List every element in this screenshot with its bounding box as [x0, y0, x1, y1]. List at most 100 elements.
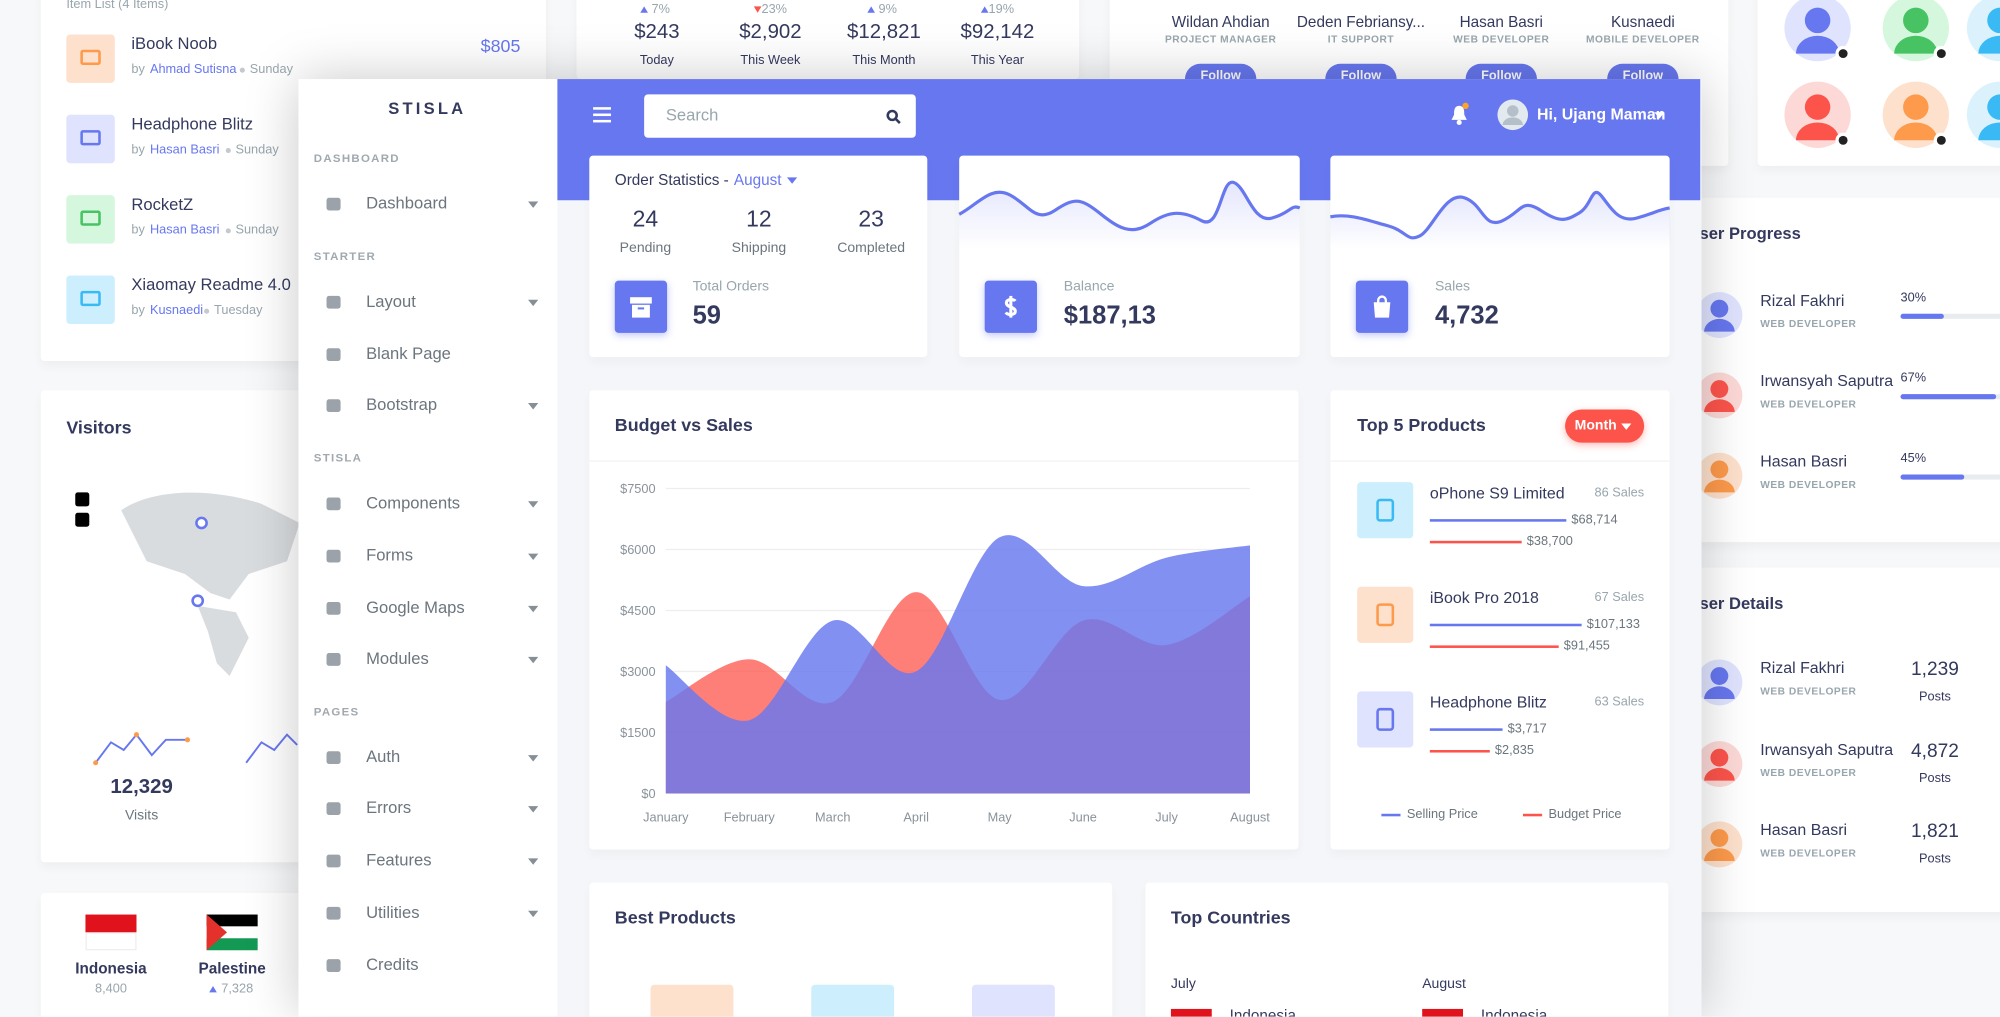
- label: Hasan Basri: [1760, 452, 1848, 471]
- label: 7%: [651, 2, 670, 17]
- nav-item[interactable]: Layout: [366, 291, 416, 311]
- label: User Progress: [1687, 223, 1801, 244]
- sidebar: [298, 79, 558, 1017]
- text-row: by Hasan Basri: [131, 143, 219, 158]
- decoration: [1903, 94, 1929, 120]
- product-thumbnail: [650, 984, 734, 1017]
- chart-title: Budget vs Sales: [614, 414, 753, 435]
- label: This Year: [970, 53, 1025, 68]
- text: by: [131, 223, 145, 238]
- x-tick-label: July: [1155, 809, 1178, 824]
- world-map: [121, 492, 300, 677]
- nav-icon: [326, 197, 341, 211]
- decoration: [753, 6, 762, 13]
- x-tick-label: May: [988, 809, 1013, 824]
- caret: [1621, 423, 1632, 430]
- label: August: [1422, 976, 1466, 992]
- zoom-out[interactable]: [75, 512, 90, 527]
- decoration: [1704, 686, 1735, 699]
- avatar: [1696, 659, 1743, 706]
- search-input[interactable]: [644, 94, 916, 138]
- label: Best Products: [614, 906, 736, 928]
- label: Headphone Blitz: [1429, 693, 1547, 712]
- x-tick-label: August: [1230, 809, 1270, 824]
- label: Hasan Basri: [1459, 12, 1543, 31]
- nav-item[interactable]: Credits: [366, 954, 419, 974]
- caret: [528, 403, 539, 410]
- nav-item[interactable]: Modules: [366, 648, 429, 668]
- text: Kusnaedi: [149, 303, 204, 318]
- divider: [1330, 460, 1670, 462]
- label: $38,700: [1526, 534, 1573, 549]
- decoration: [528, 299, 539, 307]
- decoration: [239, 67, 245, 73]
- decoration: [886, 109, 898, 122]
- label: WEB DEVELOPER: [1760, 685, 1857, 697]
- month-button-label[interactable]: Month: [1574, 417, 1617, 434]
- y-tick-label: $0: [641, 786, 655, 801]
- nav-item[interactable]: Features: [366, 850, 432, 870]
- nav-item[interactable]: Components: [366, 493, 461, 513]
- y-tick-label: $6000: [620, 542, 655, 557]
- label: 86 Sales: [1594, 486, 1645, 501]
- decoration: [1377, 295, 1387, 304]
- decoration: [528, 501, 539, 508]
- text-row: Sunday: [235, 143, 278, 158]
- decoration: [528, 403, 539, 410]
- label: This Week: [740, 53, 801, 68]
- decoration: [1621, 423, 1632, 430]
- label: 12,329: [110, 776, 173, 799]
- month-button[interactable]: [1565, 409, 1645, 443]
- decoration: [1654, 112, 1665, 119]
- decoration: [1502, 117, 1523, 125]
- summary-card: [576, 0, 1080, 80]
- label: Kusnaedi: [1610, 12, 1675, 31]
- caret: [528, 755, 539, 762]
- nav-item[interactable]: Utilities: [366, 902, 420, 922]
- decoration: [1838, 135, 1848, 145]
- label: Hasan Basri: [1760, 821, 1848, 840]
- label: $92,142: [960, 21, 1035, 44]
- nav-item[interactable]: Bootstrap: [366, 394, 438, 414]
- decoration: [786, 177, 797, 185]
- icon-glyph: [80, 130, 101, 146]
- label: 30%: [1900, 291, 1927, 306]
- user-menu[interactable]: Hi, Ujang Maman: [1536, 105, 1666, 124]
- decoration: [206, 926, 258, 939]
- label: 9%: [878, 2, 897, 17]
- search-placeholder[interactable]: Search: [665, 105, 719, 125]
- product-icon: [1357, 586, 1414, 643]
- nav-item[interactable]: Forms: [366, 545, 414, 565]
- label: WEB DEVELOPER: [1760, 767, 1857, 779]
- decoration: [867, 6, 875, 13]
- decoration: [630, 297, 652, 304]
- nav-item[interactable]: Errors: [366, 797, 412, 818]
- label: 45%: [1900, 451, 1927, 466]
- nav-item[interactable]: Auth: [366, 746, 401, 766]
- y-tick-label: $3000: [620, 664, 655, 679]
- avatar: [1696, 452, 1743, 499]
- decoration: [1704, 318, 1735, 332]
- text-row: by Ahmad Sutisna: [131, 63, 236, 78]
- label: Total Orders: [692, 278, 770, 295]
- text: by: [131, 303, 145, 318]
- label: STISLA: [388, 98, 467, 119]
- flag: [85, 932, 137, 951]
- text-row: Sunday: [235, 224, 278, 239]
- label: 67%: [1900, 371, 1927, 386]
- zoom-in[interactable]: [75, 492, 90, 507]
- label: Pending: [619, 240, 672, 256]
- product-icon: [1357, 691, 1414, 748]
- product-icon: [1357, 482, 1414, 539]
- text: Hasan Basri: [149, 223, 220, 238]
- flag: [206, 914, 258, 951]
- nav-item[interactable]: Blank Page: [366, 343, 451, 363]
- nav-item[interactable]: Dashboard: [366, 193, 448, 213]
- text: August: [733, 171, 782, 189]
- nav-item[interactable]: Google Maps: [366, 597, 465, 617]
- label: iBook Pro 2018: [1429, 589, 1539, 607]
- text-row: by Hasan Basri: [131, 224, 219, 239]
- decoration: [121, 492, 300, 600]
- decoration: [94, 733, 188, 764]
- decoration: [1376, 707, 1395, 731]
